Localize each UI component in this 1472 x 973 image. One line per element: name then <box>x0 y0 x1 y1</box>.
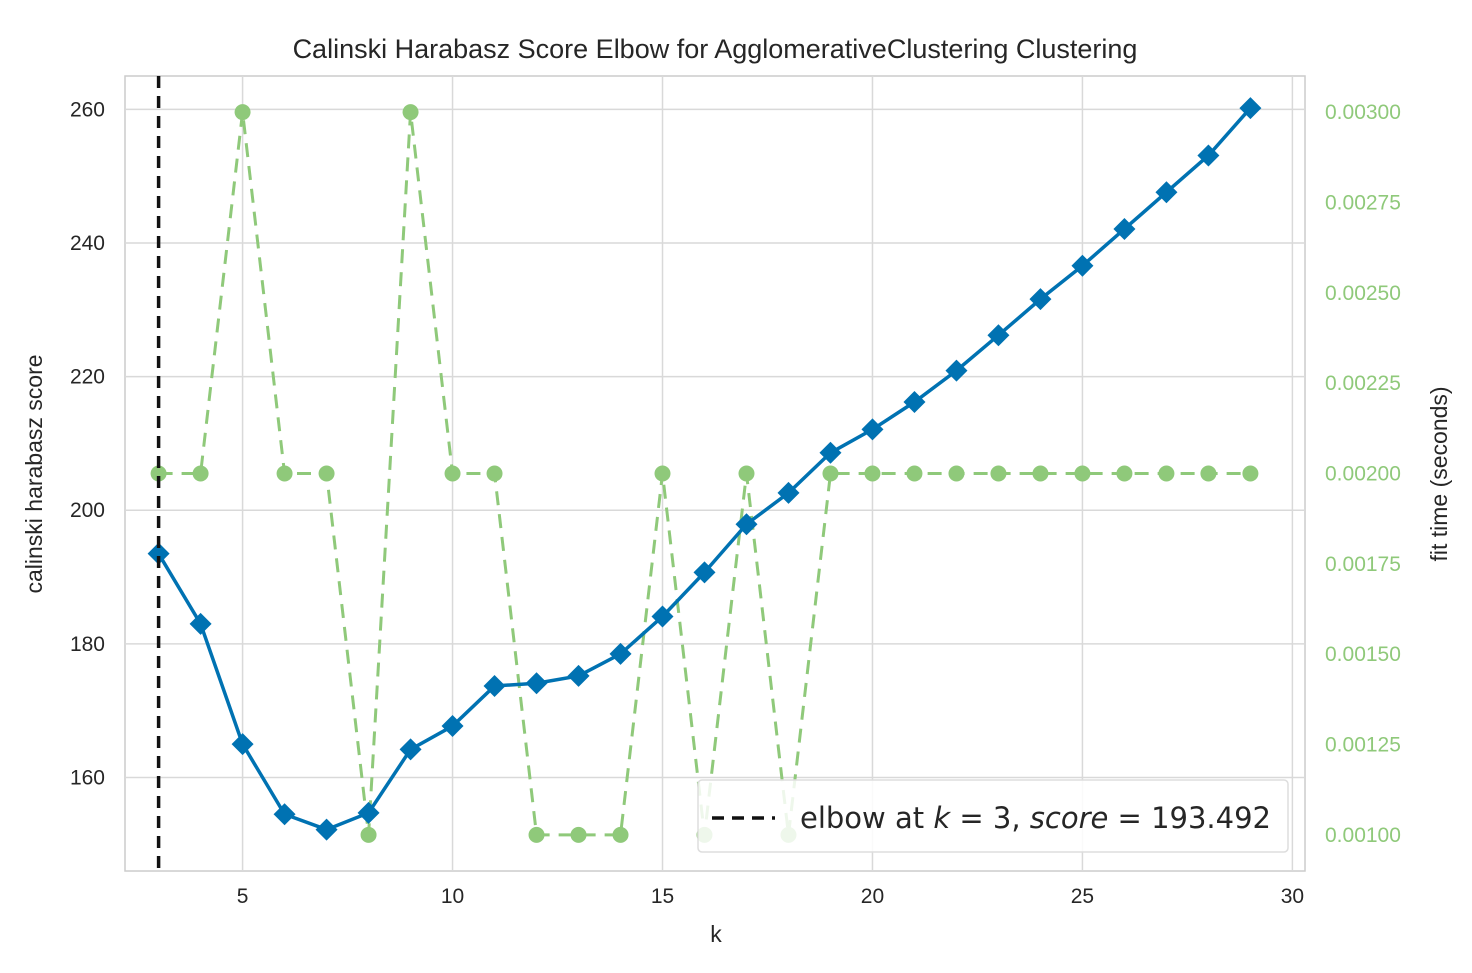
y-tick-label: 240 <box>70 232 105 255</box>
fit-time-point <box>948 465 965 482</box>
fit-time-point <box>990 465 1007 482</box>
x-tick-label: 20 <box>861 885 884 908</box>
y-tick-label: 220 <box>70 366 105 389</box>
fit-time-point <box>1074 465 1091 482</box>
score-point <box>483 674 506 697</box>
score-point <box>357 801 380 824</box>
fit-time-point <box>444 465 461 482</box>
fit-time-point <box>1032 465 1049 482</box>
score-point <box>399 738 422 761</box>
fit-time-point <box>402 104 419 121</box>
score-point <box>1029 288 1052 311</box>
y-right-tick-label: 0.00175 <box>1325 553 1401 576</box>
score-point <box>273 803 296 826</box>
fit-time-point <box>276 465 293 482</box>
fit-time-point <box>906 465 923 482</box>
score-point <box>567 664 590 687</box>
score-point <box>525 672 548 695</box>
score-point <box>441 715 464 738</box>
y-right-tick-label: 0.00250 <box>1325 282 1401 305</box>
y-right-tick-label: 0.00100 <box>1325 824 1401 847</box>
fit-time-point <box>612 826 629 843</box>
score-point <box>189 612 212 635</box>
x-axis-label: k <box>710 921 722 947</box>
legend-elbow-label: elbow at k = 3, score = 193.492 <box>800 801 1271 835</box>
fit-time-point <box>150 465 167 482</box>
y-right-tick-label: 0.00300 <box>1325 101 1401 124</box>
fit-time-point <box>738 465 755 482</box>
score-point <box>777 481 800 504</box>
y-axis-label-right: fit time (seconds) <box>1426 386 1452 561</box>
fit-time-point <box>318 465 335 482</box>
fit-time-point <box>528 826 545 843</box>
score-point <box>903 391 926 414</box>
x-tick-label: 25 <box>1071 885 1094 908</box>
fit-time-point <box>486 465 503 482</box>
score-point <box>861 418 884 441</box>
fit-time-point <box>360 826 377 843</box>
score-point <box>609 642 632 665</box>
fit-time-point <box>864 465 881 482</box>
legend-box <box>697 779 1289 853</box>
score-point <box>1113 217 1136 240</box>
score-point <box>1239 97 1262 120</box>
fit-time-point <box>822 465 839 482</box>
fit-time-point <box>654 465 671 482</box>
y-right-tick-label: 0.00225 <box>1325 372 1401 395</box>
fit-time-point <box>1158 465 1175 482</box>
score-point <box>945 359 968 382</box>
score-point <box>1155 181 1178 204</box>
y-tick-label: 160 <box>70 766 105 789</box>
y-axis-ticks-right: 0.00100 0.00125 0.00150 0.00175 0.00200 0.002… <box>1325 101 1401 847</box>
y-right-tick-label: 0.00125 <box>1325 734 1401 757</box>
y-axis-ticks-left: 160 180 200 220 240 260 <box>70 98 105 789</box>
fit-time-point <box>1200 465 1217 482</box>
y-axis-label: calinski harabasz score <box>21 354 47 593</box>
y-tick-label: 180 <box>70 633 105 656</box>
x-tick-label: 5 <box>237 885 249 908</box>
score-point <box>987 324 1010 347</box>
score-point <box>231 733 254 756</box>
score-point <box>1197 144 1220 167</box>
score-point <box>651 605 674 628</box>
y-right-tick-label: 0.00200 <box>1325 463 1401 486</box>
fit-time-point <box>192 465 209 482</box>
score-point <box>735 513 758 536</box>
fit-time-point <box>1242 465 1259 482</box>
fit-time-point <box>570 826 587 843</box>
legend: elbow at k = 3, score = 193.492 <box>697 779 1289 853</box>
fit-time-point <box>234 104 251 121</box>
score-point <box>693 561 716 584</box>
x-tick-label: 15 <box>651 885 674 908</box>
chart-title: Calinski Harabasz Score Elbow for Agglom… <box>293 34 1138 64</box>
score-series <box>147 97 1262 841</box>
x-tick-label: 30 <box>1281 885 1304 908</box>
fit-time-point <box>1116 465 1133 482</box>
score-point <box>147 542 170 565</box>
y-tick-label: 260 <box>70 98 105 121</box>
y-right-tick-label: 0.00150 <box>1325 643 1401 666</box>
score-point <box>1071 254 1094 277</box>
x-tick-label: 10 <box>441 885 464 908</box>
score-point <box>819 441 842 464</box>
y-right-tick-label: 0.00275 <box>1325 191 1401 214</box>
x-axis-ticks: 5 10 15 20 25 30 <box>237 885 1304 908</box>
score-point <box>315 818 338 841</box>
y-tick-label: 200 <box>70 499 105 522</box>
